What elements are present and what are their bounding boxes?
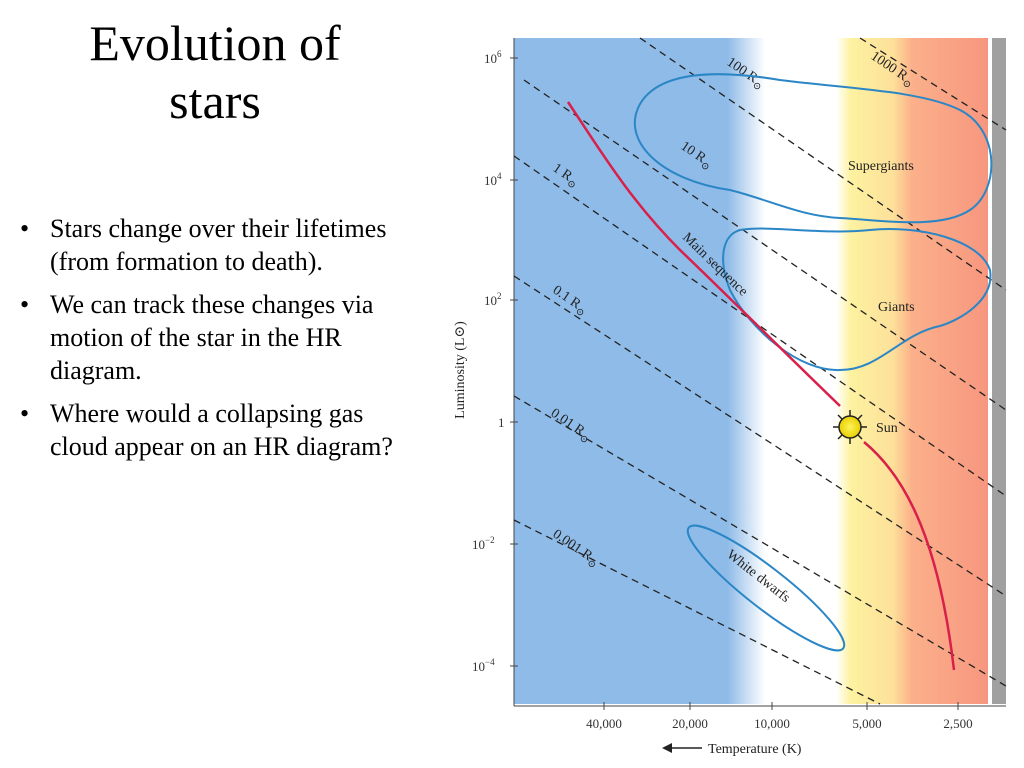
radius-line-1 [513, 155, 1007, 497]
x-tick-label: 20,000 [672, 716, 708, 731]
bullet-dot: • [20, 214, 30, 243]
temperature-arrow-head [662, 743, 672, 753]
radius-line-10 [523, 79, 1007, 411]
x-axis-label-group: Temperature (K) [662, 742, 802, 757]
x-tick-label: 5,000 [852, 716, 881, 731]
gray-edge-band [992, 38, 1006, 704]
x-axis-label: Temperature (K) [708, 742, 802, 757]
white-dwarfs-outline [686, 524, 846, 652]
x-axis-ticks: 40,000 20,000 10,000 5,000 2,500 [586, 702, 973, 731]
bullet-text: We can track these changes via motion of… [50, 290, 374, 385]
y-tick-label: 104 [484, 171, 502, 188]
x-tick-label: 10,000 [754, 716, 790, 731]
supergiants-label: Supergiants [848, 159, 914, 174]
bullet-dot: • [20, 290, 30, 319]
temperature-color-bands [514, 38, 988, 704]
radius-line-0.1 [513, 275, 1007, 597]
radius-line-100 [639, 37, 1007, 291]
title-line-2: stars [169, 73, 261, 129]
supergiants-outline [633, 73, 993, 224]
radius-lines [513, 37, 1007, 705]
bullet-item: • Where would a collapsing gas cloud appe… [20, 397, 420, 463]
y-tick-label: 106 [484, 49, 502, 66]
sun-icon [833, 410, 867, 444]
main-sequence-upper [566, 101, 841, 407]
radius-line-0.001 [513, 519, 881, 705]
sun-label: Sun [876, 421, 898, 436]
radius-line-1000 [859, 37, 1007, 131]
main-sequence-lower [863, 441, 956, 671]
giants-label: Giants [878, 300, 915, 315]
bullet-text: Stars change over their lifetimes (from … [50, 214, 387, 276]
hr-diagram: 106 104 102 1 10−2 10−4 Luminosity (L⊙) … [440, 30, 1024, 768]
bullet-item: • We can track these changes via motion o… [20, 288, 420, 387]
hr-diagram-svg: 106 104 102 1 10−2 10−4 Luminosity (L⊙) … [453, 37, 1007, 757]
y-axis-label: Luminosity (L⊙) [453, 321, 468, 419]
y-axis-ticks: 106 104 102 1 10−2 10−4 [472, 49, 518, 674]
y-tick-label: 10−4 [472, 657, 495, 674]
bullet-dot: • [20, 399, 30, 428]
x-tick-label: 40,000 [586, 716, 622, 731]
y-tick-label: 1 [498, 415, 505, 430]
bullet-list: • Stars change over their lifetimes (from… [20, 212, 420, 473]
title-line-1: Evolution of [89, 15, 341, 71]
bullet-item: • Stars change over their lifetimes (from… [20, 212, 420, 278]
bullet-text: Where would a collapsing gas cloud appea… [50, 399, 393, 461]
slide-title: Evolution of stars [30, 14, 400, 130]
x-tick-label: 2,500 [943, 716, 972, 731]
y-tick-label: 102 [484, 291, 502, 308]
giants-outline [722, 227, 992, 372]
y-tick-label: 10−2 [472, 535, 495, 552]
